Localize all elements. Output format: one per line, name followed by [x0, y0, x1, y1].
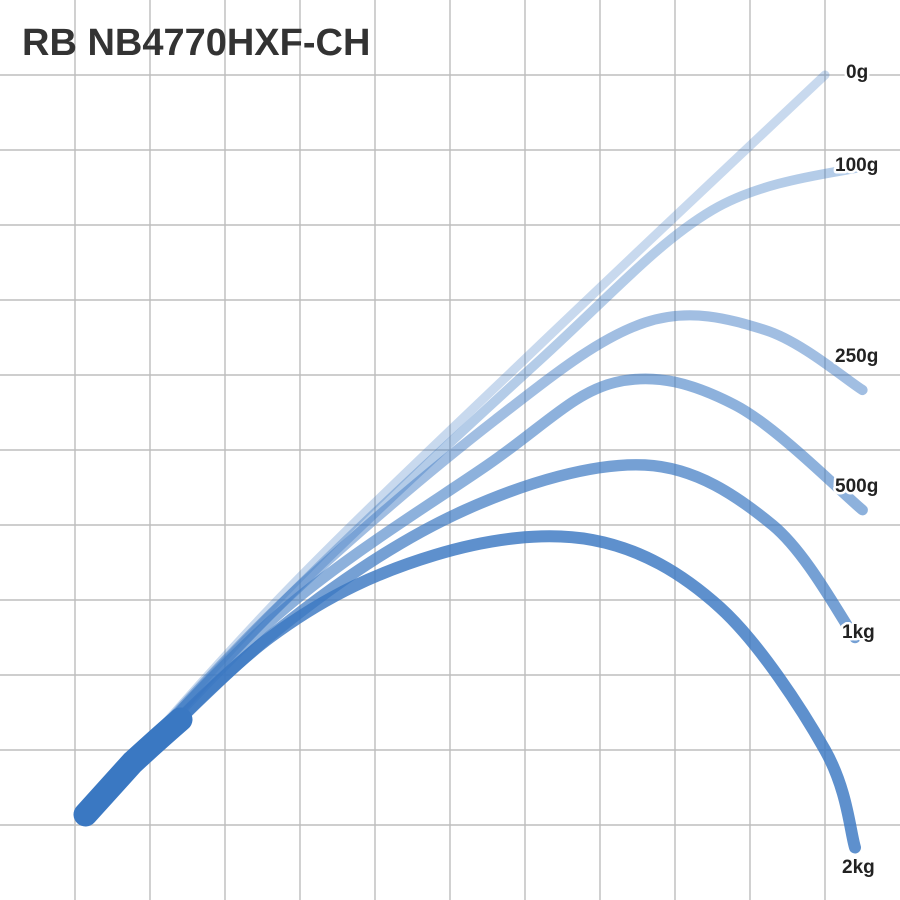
bend-curve-250g — [77, 310, 868, 823]
load-label-2kg: 2kg — [842, 857, 875, 878]
bend-curve-1kg — [76, 459, 861, 824]
load-labels: 0g 100g 250g 500g 1kg 2kg — [833, 60, 881, 881]
load-label-0g: 0g — [846, 62, 868, 83]
bend-curve-500g — [77, 373, 868, 823]
bend-curve-2kg — [76, 530, 861, 854]
chart-title: RB NB4770HXF-CH — [22, 22, 370, 64]
load-label-250g: 250g — [835, 346, 878, 367]
rod-butt — [73, 707, 193, 827]
load-label-100g: 100g — [835, 155, 878, 176]
bend-curve-100g — [77, 160, 875, 823]
load-label-1kg: 1kg — [842, 622, 875, 643]
bend-curves — [76, 70, 875, 854]
rod-butt-section — [73, 707, 193, 827]
load-label-500g: 500g — [835, 476, 878, 497]
